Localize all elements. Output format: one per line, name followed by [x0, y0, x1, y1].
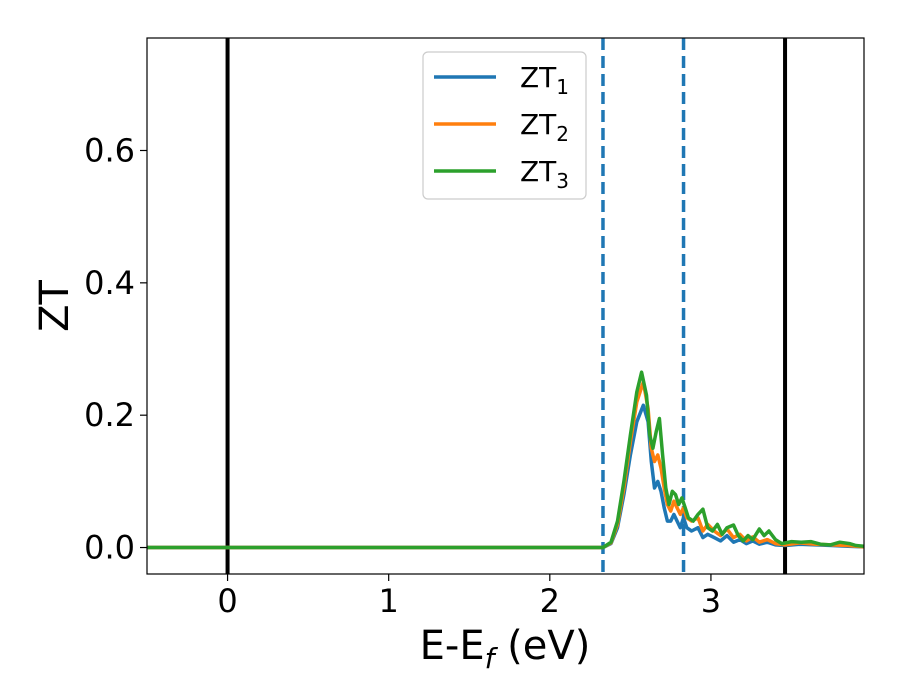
- y-tick-label: 0.4: [84, 264, 135, 302]
- plot-frame: [146, 37, 865, 575]
- legend-label-zt1: ZT1: [520, 61, 569, 99]
- x-tick-label: 3: [701, 582, 721, 620]
- legend-frame: [422, 51, 587, 200]
- series-layer: [147, 370, 864, 550]
- y-tick-label: 0.0: [84, 529, 135, 567]
- series-line-zt1: [147, 403, 864, 550]
- x-tick-label: 1: [379, 582, 399, 620]
- y-axis-title: ZT: [32, 280, 78, 332]
- y-axis-ticks: 0.0 0.2 0.4 0.6: [84, 131, 147, 567]
- reference-lines: [225, 38, 788, 574]
- x-tick-label: 0: [217, 582, 237, 620]
- x-axis-title: E-Ef (eV): [420, 623, 591, 675]
- legend: ZT1 ZT2 ZT3: [422, 51, 587, 200]
- x-tick-label: 2: [540, 582, 560, 620]
- x-axis-title-unit: (eV): [494, 623, 590, 669]
- legend-label-zt2: ZT2: [520, 108, 569, 146]
- y-tick-label: 0.2: [84, 396, 135, 434]
- legend-label-zt3: ZT3: [520, 155, 569, 193]
- x-axis-ticks: 0 1 2 3: [217, 574, 721, 620]
- y-tick-label: 0.6: [84, 131, 135, 169]
- x-axis-title-main: E-E: [420, 623, 485, 669]
- series-line-zt3: [147, 370, 864, 550]
